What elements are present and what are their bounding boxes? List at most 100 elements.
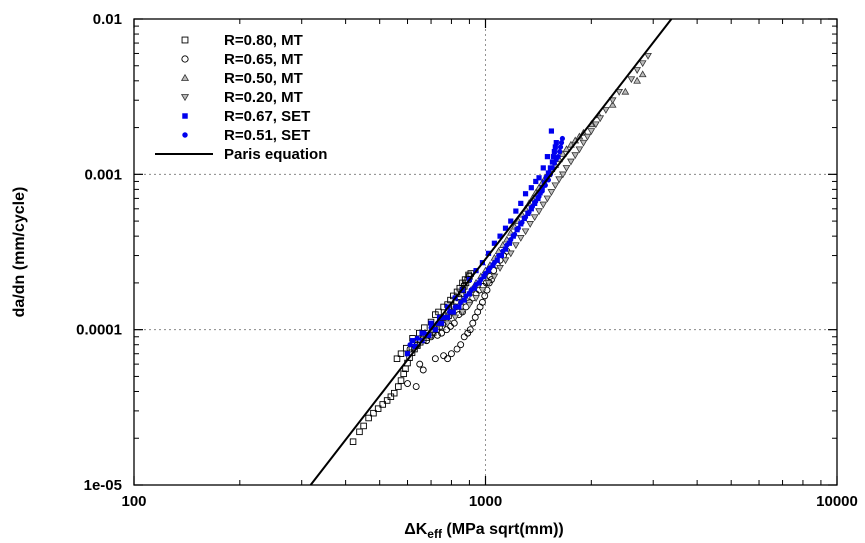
axis-ticks: 100 1000 10000 1e-05 0.0001 0.001 0.01 xyxy=(76,11,858,510)
data-point xyxy=(638,70,647,78)
data-point xyxy=(502,246,509,252)
legend-item: R=0.67, SET xyxy=(182,108,310,125)
data-point xyxy=(549,165,556,171)
legend-label: R=0.65, MT xyxy=(224,51,303,68)
data-point xyxy=(451,314,460,322)
legend-label: Paris equation xyxy=(224,146,327,163)
data-point xyxy=(476,280,482,286)
data-point xyxy=(502,225,509,231)
data-point xyxy=(428,320,434,326)
data-point xyxy=(458,309,467,316)
data-point xyxy=(587,128,596,136)
data-point xyxy=(438,329,446,337)
data-point xyxy=(443,320,452,328)
data-point xyxy=(444,355,452,363)
series-3 xyxy=(443,52,652,328)
data-point xyxy=(481,292,489,300)
x-tick-label: 1000 xyxy=(469,493,502,510)
data-point xyxy=(535,208,543,216)
data-point xyxy=(487,265,493,271)
data-point xyxy=(447,350,455,358)
x-tick-label: 100 xyxy=(121,493,146,510)
data-point xyxy=(412,383,420,391)
data-point xyxy=(426,332,432,338)
data-point xyxy=(446,309,453,315)
data-point xyxy=(562,165,571,172)
data-point xyxy=(404,351,411,357)
data-point xyxy=(469,319,477,327)
data-point xyxy=(511,231,518,238)
data-point xyxy=(528,185,534,191)
data-point xyxy=(536,175,542,181)
data-point xyxy=(457,341,465,349)
data-point xyxy=(519,219,525,226)
data-point xyxy=(349,438,357,445)
data-point xyxy=(501,257,510,265)
data-point xyxy=(496,252,502,259)
data-point xyxy=(419,366,427,374)
legend-label: R=0.51, SET xyxy=(224,127,310,144)
data-point xyxy=(450,309,456,315)
data-point xyxy=(491,260,497,266)
legend-item: R=0.20, MT xyxy=(180,89,303,106)
data-point xyxy=(434,331,441,339)
data-point xyxy=(409,338,416,344)
legend-marker xyxy=(180,94,190,102)
data-point xyxy=(513,208,519,214)
data-point xyxy=(608,97,617,105)
data-point xyxy=(583,133,592,141)
grid-lines xyxy=(134,19,837,485)
data-point xyxy=(370,409,377,417)
legend-marker xyxy=(181,36,189,44)
data-point xyxy=(393,355,401,362)
data-point xyxy=(571,152,580,160)
data-point xyxy=(485,250,492,256)
legend-item: R=0.50, MT xyxy=(180,70,303,87)
data-point xyxy=(404,380,411,387)
data-point xyxy=(543,195,552,203)
data-point xyxy=(490,262,496,268)
data-point xyxy=(559,135,566,142)
data-point xyxy=(536,193,542,200)
data-point xyxy=(555,176,564,184)
data-point xyxy=(516,235,525,242)
data-point xyxy=(508,237,514,243)
data-point xyxy=(506,250,515,258)
legend-label: R=0.20, MT xyxy=(224,89,303,106)
paris-equation-line xyxy=(309,18,673,486)
data-point xyxy=(490,273,499,281)
data-point xyxy=(494,257,500,263)
data-point xyxy=(506,240,513,246)
data-point xyxy=(421,330,427,336)
data-point xyxy=(539,188,545,194)
x-axis-title-prefix: ΔK xyxy=(404,521,428,538)
data-point xyxy=(414,335,420,341)
data-point xyxy=(466,291,473,297)
legend-item: Paris equation xyxy=(155,146,327,163)
data-point xyxy=(553,140,559,146)
data-point xyxy=(518,200,524,206)
data-point xyxy=(397,377,405,384)
legend-label: R=0.67, SET xyxy=(224,108,310,125)
data-point xyxy=(539,201,548,209)
data-point xyxy=(533,178,539,185)
data-point xyxy=(557,149,563,155)
data-point xyxy=(463,293,469,299)
data-point xyxy=(552,144,558,150)
data-point xyxy=(544,154,550,160)
data-point xyxy=(402,344,410,352)
data-point xyxy=(551,182,560,190)
data-point xyxy=(440,352,448,360)
data-point xyxy=(456,304,462,310)
data-point xyxy=(407,342,413,348)
legend-item: R=0.51, SET xyxy=(182,127,310,144)
data-point xyxy=(498,252,505,259)
data-point xyxy=(496,265,504,272)
y-tick-label: 1e-05 xyxy=(84,477,122,494)
data-point xyxy=(485,268,492,274)
legend-item: R=0.80, MT xyxy=(181,32,303,49)
data-point xyxy=(533,198,539,204)
data-point xyxy=(530,214,539,222)
data-point xyxy=(468,287,474,293)
data-point xyxy=(633,76,642,84)
